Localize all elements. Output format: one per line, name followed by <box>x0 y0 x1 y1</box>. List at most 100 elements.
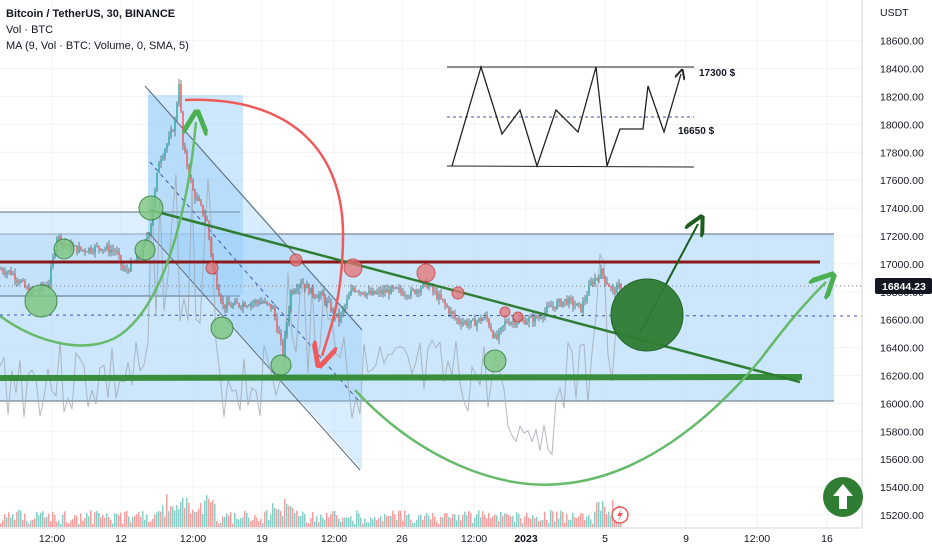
volume-bar <box>62 514 64 527</box>
volume-bar <box>188 502 190 527</box>
volume-bar <box>538 521 540 527</box>
volume-bar <box>16 511 18 527</box>
candle-body <box>536 315 538 318</box>
candle-body <box>108 245 110 253</box>
candle-body <box>606 282 608 285</box>
marker-circles <box>24 195 524 376</box>
candle-body <box>270 304 272 310</box>
candle-body <box>514 320 516 326</box>
candle-body <box>390 286 392 295</box>
candle-body <box>354 287 356 292</box>
volume-bar <box>238 519 240 527</box>
candle-body <box>378 290 380 293</box>
price-tick-label: 18600.00 <box>880 36 924 48</box>
candle-body <box>88 247 90 253</box>
volume-bar <box>36 511 38 527</box>
volume-bar <box>232 523 234 527</box>
candle-body <box>436 291 438 300</box>
candle-body <box>288 309 290 324</box>
volume-bar <box>390 516 392 527</box>
candle-body <box>550 306 552 308</box>
volume-bar <box>8 512 10 527</box>
price-tick-label: 16000.00 <box>880 398 924 410</box>
up-arrow-icon[interactable] <box>823 477 863 517</box>
candle-body <box>284 334 286 356</box>
volume-bar <box>46 516 48 527</box>
volume-bar <box>396 519 398 527</box>
volume-bar <box>18 510 20 527</box>
candle-body <box>344 305 346 309</box>
candle-body <box>80 246 82 251</box>
volume-bar <box>168 511 170 527</box>
candle-body <box>104 248 106 250</box>
candle-body <box>12 273 14 275</box>
volume-bar <box>534 518 536 527</box>
candle-body <box>564 298 566 302</box>
candle-body <box>370 290 372 295</box>
candle-body <box>340 312 342 322</box>
candle-body <box>238 303 240 307</box>
candle-body <box>472 318 474 321</box>
time-axis[interactable] <box>0 528 862 550</box>
volume-bar <box>314 521 316 527</box>
volume-bar <box>586 516 588 527</box>
volume-bar <box>58 520 60 527</box>
volume-bar <box>574 517 576 527</box>
volume-bar <box>376 520 378 527</box>
volume-bar <box>228 515 230 527</box>
time-tick-label: 12:00 <box>744 533 770 545</box>
volume-bar <box>154 514 156 527</box>
candle-body <box>8 270 10 272</box>
candle-body <box>598 277 600 279</box>
candle-body <box>578 303 580 305</box>
candle-body <box>450 311 452 314</box>
volume-bar <box>446 513 448 527</box>
volume-bar <box>372 519 374 527</box>
candle-body <box>434 291 436 292</box>
volume-bars <box>0 493 622 527</box>
candle-body <box>272 306 274 310</box>
candle-body <box>582 301 584 312</box>
candle-body <box>410 289 412 297</box>
candle-body <box>234 301 236 305</box>
volume-bar <box>386 515 388 527</box>
candle-body <box>432 285 434 292</box>
volume-bar <box>470 512 472 527</box>
candle-body <box>452 311 454 315</box>
volume-bar <box>260 518 262 527</box>
candle-body <box>488 318 490 327</box>
candle-body <box>400 288 402 293</box>
candle-body <box>496 334 498 339</box>
candle-body <box>162 156 164 160</box>
volume-bar <box>82 520 84 527</box>
volume-bar <box>28 523 30 527</box>
candle-body <box>440 294 442 299</box>
candle-body <box>420 287 422 293</box>
candle-body <box>182 111 184 147</box>
candle-body <box>166 143 168 150</box>
candle-body <box>90 247 92 252</box>
candle-body <box>508 322 510 325</box>
candle-body <box>388 289 390 295</box>
volume-bar <box>152 518 154 527</box>
current-price-tag: 16844.23 <box>875 278 932 294</box>
candle-body <box>2 269 4 273</box>
volume-bar <box>550 510 552 527</box>
lightning-icon[interactable] <box>611 506 629 524</box>
volume-bar <box>94 512 96 527</box>
volume-bar <box>348 517 350 527</box>
volume-bar <box>292 507 294 527</box>
volume-bar <box>510 516 512 527</box>
volume-bar <box>222 516 224 527</box>
volume-bar <box>136 514 138 527</box>
candle-body <box>190 176 192 181</box>
volume-bar <box>480 517 482 527</box>
volume-bar <box>192 509 194 527</box>
candle-body <box>4 272 6 275</box>
candle-body <box>170 129 172 137</box>
volume-bar <box>254 514 256 527</box>
volume-bar <box>210 502 212 527</box>
volume-ma-line <box>0 174 621 456</box>
price-axis[interactable] <box>862 0 932 550</box>
